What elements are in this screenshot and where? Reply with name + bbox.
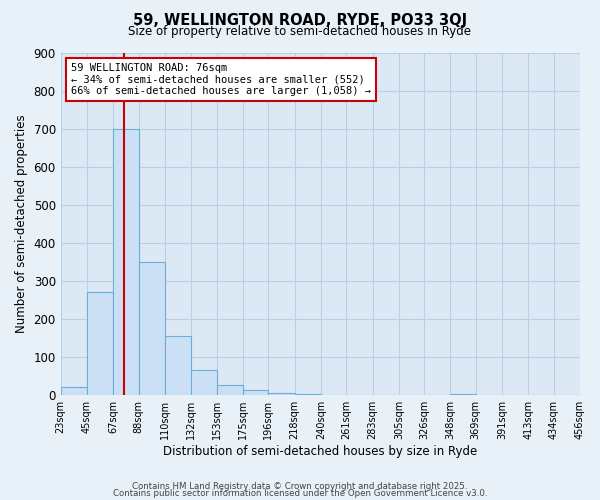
Bar [165, 336, 191, 394]
Text: Contains public sector information licensed under the Open Government Licence v3: Contains public sector information licen… [113, 489, 487, 498]
Bar [191, 370, 217, 394]
Text: Size of property relative to semi-detached houses in Ryde: Size of property relative to semi-detach… [128, 25, 472, 38]
Bar [217, 385, 243, 394]
Y-axis label: Number of semi-detached properties: Number of semi-detached properties [15, 114, 28, 333]
Text: Contains HM Land Registry data © Crown copyright and database right 2025.: Contains HM Land Registry data © Crown c… [132, 482, 468, 491]
Bar [139, 262, 165, 394]
Text: 59, WELLINGTON ROAD, RYDE, PO33 3QJ: 59, WELLINGTON ROAD, RYDE, PO33 3QJ [133, 12, 467, 28]
Text: 59 WELLINGTON ROAD: 76sqm
← 34% of semi-detached houses are smaller (552)
66% of: 59 WELLINGTON ROAD: 76sqm ← 34% of semi-… [71, 63, 371, 96]
Bar [113, 128, 139, 394]
Bar [61, 387, 87, 394]
Bar [87, 292, 113, 394]
Bar [268, 393, 295, 394]
X-axis label: Distribution of semi-detached houses by size in Ryde: Distribution of semi-detached houses by … [163, 444, 478, 458]
Bar [243, 390, 268, 394]
